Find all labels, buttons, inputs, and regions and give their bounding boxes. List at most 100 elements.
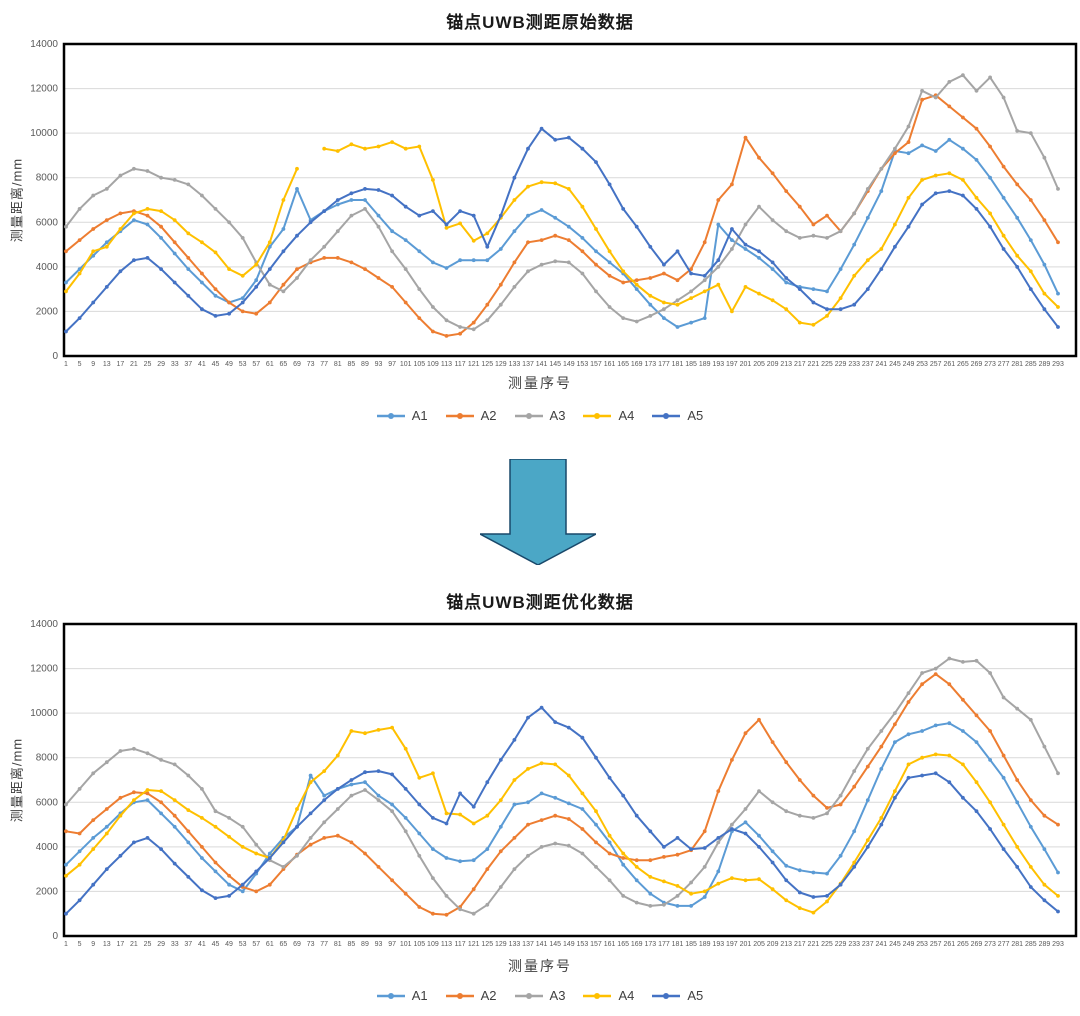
series-marker — [621, 856, 626, 860]
series-marker — [852, 302, 857, 307]
series-marker — [607, 260, 612, 265]
series-marker — [512, 229, 517, 234]
series-marker — [485, 867, 490, 871]
series-marker — [594, 262, 598, 267]
series-marker — [172, 762, 177, 767]
series-marker — [797, 320, 802, 325]
x-tick-label: 293 — [1052, 361, 1064, 368]
series-marker — [961, 729, 965, 733]
series-marker — [961, 115, 965, 120]
series-marker — [933, 95, 938, 100]
series-marker — [322, 209, 327, 214]
series-marker — [417, 831, 422, 836]
series-marker — [893, 244, 897, 249]
x-tick-label: 249 — [903, 941, 915, 948]
series-marker — [947, 780, 952, 785]
legend-marker-icon — [376, 412, 405, 419]
x-tick-label: 145 — [549, 361, 561, 368]
series-marker — [648, 858, 653, 863]
series-marker — [118, 795, 123, 800]
series-marker — [390, 772, 394, 777]
series-marker — [797, 813, 802, 818]
series-marker — [580, 146, 585, 151]
series-marker — [811, 233, 816, 238]
series-marker — [281, 249, 286, 254]
series-line-A5 — [65, 706, 1059, 915]
series-marker — [675, 249, 680, 254]
series-marker — [1001, 233, 1006, 238]
series-marker — [770, 740, 775, 744]
series-marker — [920, 88, 924, 93]
x-tick-label: 261 — [943, 941, 955, 948]
series-marker — [322, 146, 327, 151]
series-marker — [254, 278, 259, 283]
series-marker — [526, 715, 530, 720]
series-marker — [390, 193, 394, 198]
series-marker — [64, 829, 68, 834]
series-marker — [865, 258, 870, 263]
x-tick-label: 29 — [157, 361, 165, 368]
series-marker — [132, 258, 136, 263]
series-marker — [403, 891, 408, 896]
series-marker — [1028, 269, 1033, 274]
series-marker — [390, 285, 394, 289]
series-marker — [417, 144, 422, 149]
series-marker — [974, 88, 979, 93]
series-marker — [444, 894, 449, 898]
series-marker — [648, 244, 653, 249]
series-marker — [662, 262, 666, 267]
x-tick-label: 157 — [590, 941, 602, 948]
series-marker — [974, 195, 979, 200]
series-marker — [539, 180, 544, 185]
x-tick-label: 265 — [957, 941, 969, 948]
series-marker — [743, 285, 748, 289]
x-tick-label: 49 — [225, 361, 233, 368]
x-tick-label: 9 — [91, 361, 95, 368]
series-marker — [295, 187, 299, 191]
series-marker — [240, 824, 245, 829]
series-marker — [580, 271, 585, 276]
series-marker — [621, 207, 626, 211]
series-marker — [444, 266, 449, 270]
x-tick-label: 169 — [631, 941, 643, 948]
series-marker — [974, 780, 979, 785]
series-marker — [553, 233, 558, 238]
x-tick-label: 109 — [427, 361, 439, 368]
x-tick-label: 289 — [1039, 361, 1051, 368]
x-tick-label: 241 — [875, 361, 887, 368]
x-tick-label: 205 — [753, 941, 765, 948]
series-marker — [335, 787, 340, 791]
series-marker — [961, 762, 965, 767]
series-marker — [444, 318, 449, 323]
series-marker — [200, 845, 204, 849]
series-marker — [1028, 824, 1033, 829]
x-tick-label: 161 — [604, 361, 616, 368]
series-marker — [852, 769, 857, 773]
series-marker — [662, 855, 666, 859]
x-tick-label: 265 — [957, 361, 969, 368]
series-marker — [104, 187, 109, 191]
series-marker — [512, 260, 517, 265]
series-marker — [1056, 187, 1060, 191]
series-marker — [770, 860, 775, 865]
series-marker — [893, 146, 897, 151]
series-marker — [757, 291, 761, 296]
series-marker — [566, 260, 571, 265]
series-marker — [77, 849, 82, 854]
series-marker — [444, 811, 449, 816]
series-marker — [172, 824, 177, 829]
series-marker — [879, 267, 884, 271]
x-tick-label: 89 — [361, 941, 369, 948]
series-marker — [797, 778, 802, 782]
series-marker — [1015, 215, 1020, 220]
series-marker — [757, 155, 761, 160]
series-marker — [471, 858, 476, 863]
series-marker — [444, 912, 449, 917]
x-tick-label: 193 — [712, 361, 724, 368]
legend-marker-icon — [583, 992, 612, 999]
series-marker — [295, 233, 299, 238]
series-marker — [485, 318, 490, 323]
series-marker — [621, 862, 626, 867]
series-marker — [431, 771, 435, 776]
series-marker — [825, 871, 829, 876]
